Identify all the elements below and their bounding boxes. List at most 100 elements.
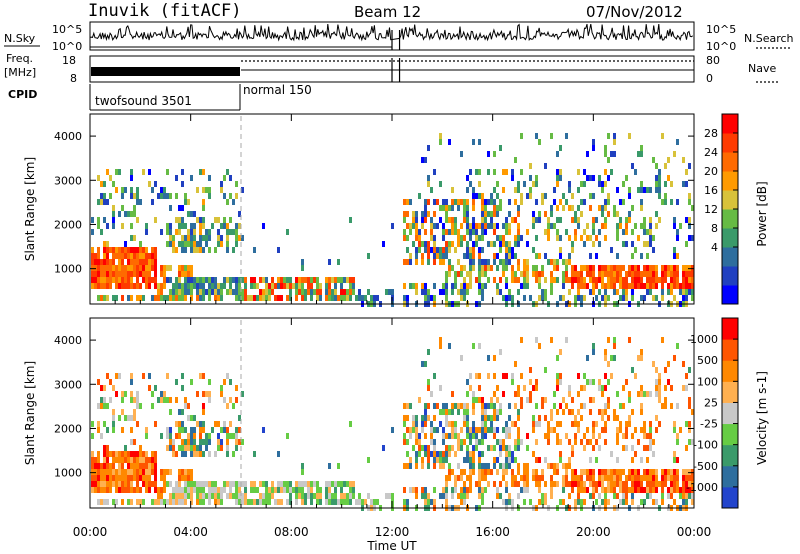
power-echo-cell [301,265,304,271]
power-echo-cell [610,283,613,289]
power-echo-cell [532,211,535,217]
velocity-echo-cell [178,475,181,481]
velocity-echo-cell [682,475,685,481]
velocity-colorbar-label: 25 [704,396,718,409]
velocity-echo-cell [457,403,460,409]
velocity-echo-cell [502,463,505,469]
power-echo-cell [535,253,538,259]
power-echo-cell [457,259,460,265]
velocity-echo-cell [514,361,517,367]
velocity-echo-cell [622,433,625,439]
power-echo-cell [505,253,508,259]
power-echo-cell [151,265,154,271]
power-echo-cell [358,289,361,295]
power-echo-cell [643,265,646,271]
velocity-echo-cell [508,403,511,409]
velocity-echo-cell [232,433,235,439]
power-echo-cell [547,235,550,241]
power-echo-cell [166,295,169,301]
velocity-echo-cell [688,367,691,373]
velocity-echo-cell [646,475,649,481]
power-echo-cell [223,283,226,289]
velocity-echo-cell [265,499,268,505]
power-echo-cell [376,295,379,301]
power-echo-cell [481,229,484,235]
power-echo-cell [655,271,658,277]
velocity-echo-cell [604,355,607,361]
power-echo-cell [589,265,592,271]
power-echo-cell [493,211,496,217]
power-echo-cell [145,283,148,289]
velocity-echo-cell [190,445,193,451]
power-echo-cell [556,265,559,271]
velocity-echo-cell [217,493,220,499]
power-echo-cell [688,277,691,283]
power-echo-cell [451,217,454,223]
velocity-echo-cell [439,343,442,349]
power-echo-cell [424,205,427,211]
power-echo-cell [451,289,454,295]
velocity-echo-cell [607,361,610,367]
power-echo-cell [655,163,658,169]
velocity-echo-cell [418,451,421,457]
velocity-echo-cell [652,361,655,367]
velocity-echo-cell [613,355,616,361]
velocity-echo-cell [649,475,652,481]
power-echo-cell [544,163,547,169]
velocity-echo-cell [418,433,421,439]
velocity-echo-cell [514,475,517,481]
power-echo-cell [367,289,370,295]
power-echo-cell [121,265,124,271]
velocity-echo-cell [496,397,499,403]
velocity-echo-cell [139,463,142,469]
velocity-echo-cell [445,445,448,451]
velocity-echo-cell [103,487,106,493]
power-echo-cell [586,235,589,241]
power-echo-cell [631,163,634,169]
power-echo-cell [130,235,133,241]
velocity-echo-cell [115,487,118,493]
power-echo-cell [163,277,166,283]
velocity-echo-cell [628,475,631,481]
velocity-echo-cell [634,475,637,481]
power-echo-cell [571,205,574,211]
velocity-echo-cell [556,385,559,391]
velocity-echo-cell [124,457,127,463]
velocity-echo-cell [205,445,208,451]
power-echo-cell [121,253,124,259]
power-echo-cell [598,229,601,235]
velocity-echo-cell [439,457,442,463]
velocity-echo-cell [649,427,652,433]
velocity-echo-cell [625,427,628,433]
nsky-trace-line [89,23,694,42]
velocity-echo-cell [643,433,646,439]
velocity-echo-cell [442,487,445,493]
power-echo-cell [505,265,508,271]
power-echo-cell [550,205,553,211]
power-echo-cell [631,289,634,295]
velocity-echo-cell [136,475,139,481]
power-echo-cell [505,169,508,175]
xtick-label: 12:00 [375,525,410,539]
velocity-echo-cell [493,403,496,409]
power-echo-cell [439,253,442,259]
power-echo-cell [547,259,550,265]
power-echo-cell [538,211,541,217]
velocity-echo-cell [553,469,556,475]
power-echo-cell [175,193,178,199]
velocity-echo-cell [460,487,463,493]
velocity-echo-cell [484,433,487,439]
velocity-echo-cell [655,367,658,373]
power-echo-cell [169,295,172,301]
velocity-echo-cell [463,409,466,415]
power-echo-cell [199,235,202,241]
velocity-echo-cell [226,439,229,445]
power-echo-cell [583,199,586,205]
power-echo-cell [169,229,172,235]
power-echo-cell [166,193,169,199]
power-echo-cell [526,265,529,271]
power-echo-cell [592,193,595,199]
velocity-echo-cell [535,337,538,343]
velocity-echo-cell [685,373,688,379]
velocity-echo-cell [496,487,499,493]
